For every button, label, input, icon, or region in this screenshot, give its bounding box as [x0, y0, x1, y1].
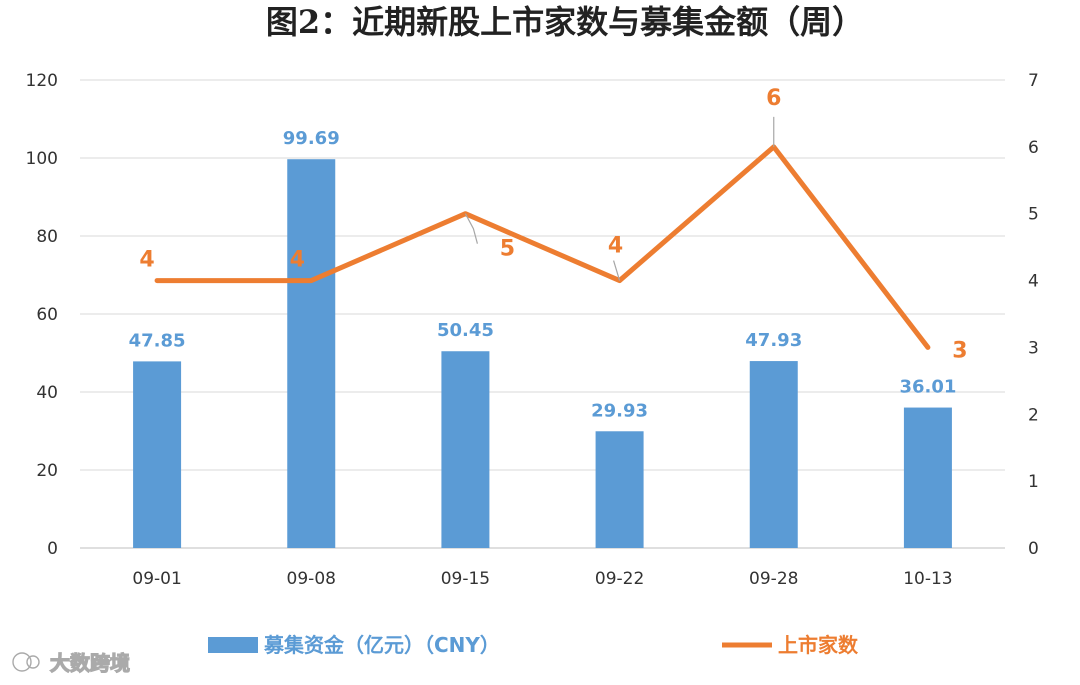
y-left-tick-label: 120 — [26, 71, 58, 91]
x-tick-label: 09-15 — [441, 569, 490, 589]
gridlines — [80, 79, 1005, 549]
y-right-tick-label: 0 — [1028, 539, 1039, 559]
bar-value-label: 99.69 — [283, 128, 340, 149]
line-value-label: 6 — [766, 86, 781, 111]
y-left-tick-label: 80 — [36, 227, 58, 247]
legend: 募集资金（亿元）（CNY） 上市家数 — [208, 633, 859, 657]
line-value-label: 5 — [500, 237, 515, 262]
line-value-label: 4 — [608, 234, 623, 259]
chart-title: 图2：近期新股上市家数与募集金额（周） — [266, 3, 864, 41]
y-right-tick-label: 4 — [1028, 272, 1039, 292]
x-tick-label: 09-01 — [132, 569, 181, 589]
y-right-tick-label: 5 — [1028, 205, 1039, 225]
legend-swatch-bar — [208, 637, 258, 653]
line-value-label: 3 — [952, 338, 967, 363]
bar — [903, 407, 952, 548]
left-axis: 0 20 40 60 80 100 120 — [26, 71, 58, 559]
y-left-tick-label: 60 — [36, 305, 58, 325]
line-series — [154, 144, 931, 350]
watermark-logo-icon-small — [26, 655, 40, 669]
bar — [133, 361, 182, 548]
bar-value-label: 47.85 — [129, 330, 186, 351]
line-data-labels: 4 4 5 4 6 3 — [139, 86, 967, 364]
y-right-tick-label: 1 — [1028, 472, 1039, 492]
x-tick-label: 09-08 — [287, 569, 336, 589]
bar-data-labels: 47.85 99.69 50.45 29.93 47.93 36.01 — [129, 128, 957, 421]
bar-value-label: 36.01 — [899, 377, 956, 398]
label-leader-line — [464, 213, 478, 244]
watermark-logo-icon — [12, 652, 32, 672]
line-value-label: 4 — [139, 248, 154, 273]
y-left-tick-label: 20 — [36, 461, 58, 481]
y-right-tick-label: 3 — [1028, 338, 1039, 358]
line-value-label: 4 — [290, 248, 305, 273]
watermark: 大数跨境 — [12, 650, 131, 676]
y-right-tick-label: 2 — [1028, 405, 1039, 425]
right-axis: 0 1 2 3 4 5 6 7 — [1028, 71, 1039, 559]
y-right-tick-label: 7 — [1028, 71, 1039, 91]
x-axis: 09-01 09-08 09-15 09-22 09-28 10-13 — [132, 569, 952, 589]
bar-series — [133, 159, 952, 549]
bar — [287, 159, 336, 549]
bar-value-label: 47.93 — [745, 330, 802, 351]
y-right-tick-label: 6 — [1028, 138, 1039, 158]
x-tick-label: 09-22 — [595, 569, 644, 589]
x-tick-label: 09-28 — [749, 569, 798, 589]
label-leader-line — [613, 260, 621, 281]
y-left-tick-label: 0 — [47, 539, 58, 559]
legend-label-bar: 募集资金（亿元）（CNY） — [263, 633, 500, 657]
bar — [595, 431, 644, 548]
bar-value-label: 50.45 — [437, 320, 494, 341]
bar-value-label: 29.93 — [591, 400, 648, 421]
line-path — [154, 144, 931, 350]
legend-label-line: 上市家数 — [778, 633, 859, 657]
bar — [749, 361, 798, 548]
bar — [441, 351, 490, 548]
y-left-tick-label: 100 — [26, 149, 58, 169]
x-tick-label: 10-13 — [903, 569, 952, 589]
y-left-tick-label: 40 — [36, 383, 58, 403]
watermark-text: 大数跨境 — [50, 651, 130, 675]
